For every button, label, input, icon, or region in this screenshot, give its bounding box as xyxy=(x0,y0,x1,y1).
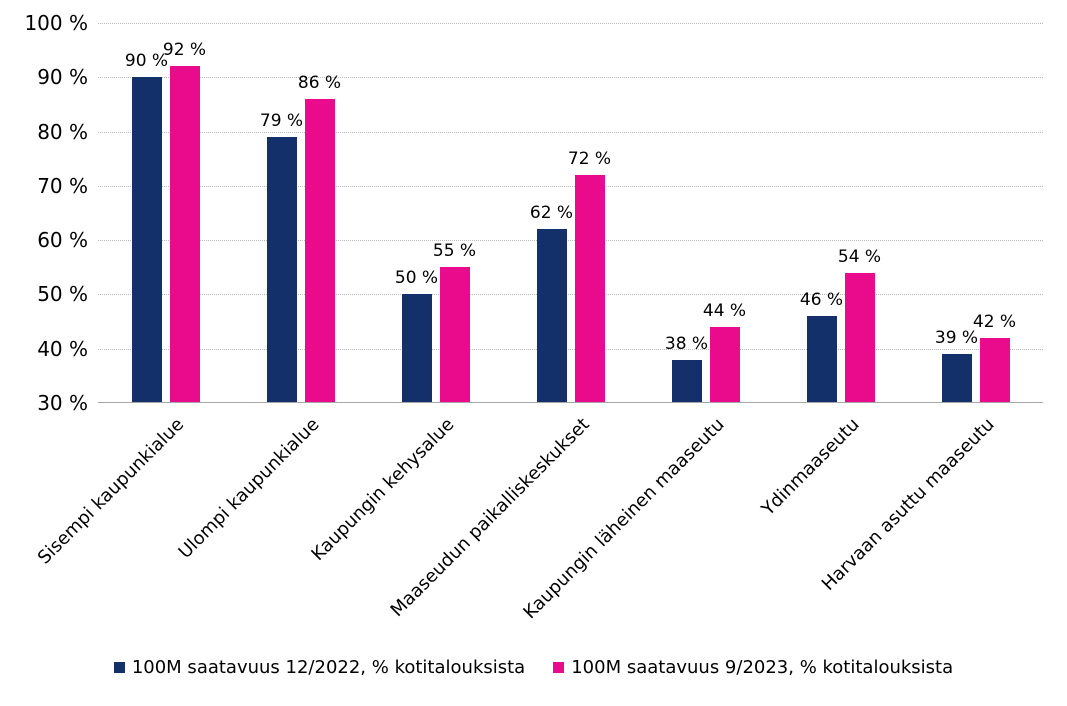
bar-value-label: 38 % xyxy=(664,333,709,354)
legend-swatch xyxy=(113,662,125,673)
bar-value-label: 42 % xyxy=(972,311,1017,332)
gridline xyxy=(98,348,1043,350)
bar-value-label: 86 % xyxy=(297,73,342,93)
bar-series-2: 55 % xyxy=(433,241,476,403)
x-category-label: Kaupungin kehysalue xyxy=(307,414,459,566)
x-axis-line xyxy=(98,402,1043,403)
bar-value-label: 39 % xyxy=(934,328,979,349)
bar-value-label: 55 % xyxy=(432,241,477,262)
x-category-label: Ulompi kaupunkialue xyxy=(174,414,324,563)
legend-item: 100M saatavuus 9/2023, % kotitalouksista xyxy=(553,657,953,678)
y-tick-label: 50 % xyxy=(37,282,88,307)
y-tick-label: 40 % xyxy=(37,336,88,361)
bar-series-2: 86 % xyxy=(298,73,341,403)
legend: 100M saatavuus 12/2022, % kotitalouksist… xyxy=(0,657,1067,678)
bar-series-1: 50 % xyxy=(395,268,438,403)
bar-value-label: 44 % xyxy=(702,301,747,321)
plot-area: 90 % 92 % 79 % 86 % 50 % 55 % 62 % 72 % 38 % 44 %… xyxy=(98,23,1043,403)
bar-group: 38 % 44 % xyxy=(638,23,773,403)
bar-value-label: 72 % xyxy=(567,149,612,169)
bar-series-2: 42 % xyxy=(973,312,1016,403)
bar-value-label: 92 % xyxy=(162,40,207,61)
x-category-label: Sisempi kaupunkialue xyxy=(33,414,189,569)
bar-series-2: 92 % xyxy=(163,40,206,403)
bar-group: 39 % 42 % xyxy=(908,23,1043,403)
bar-series-2: 44 % xyxy=(703,301,746,403)
y-tick-label: 30 % xyxy=(37,391,88,415)
legend-swatch xyxy=(553,662,565,673)
bar-series-1: 39 % xyxy=(935,328,978,403)
y-tick-label: 80 % xyxy=(37,119,88,144)
x-category-label: Ydinmaaseutu xyxy=(757,414,864,520)
bar-value-label: 79 % xyxy=(259,111,304,131)
bar-series-1: 46 % xyxy=(800,290,843,403)
bar-group: 79 % 86 % xyxy=(233,23,368,403)
gridline xyxy=(98,185,1043,187)
y-axis: 100 % 90 % 80 % 70 % 60 % 50 % 40 % 30 % xyxy=(0,11,88,415)
gridline xyxy=(98,131,1043,133)
bar-series-2: 72 % xyxy=(568,149,611,403)
gridline xyxy=(98,23,1043,24)
bar-series-1: 79 % xyxy=(260,111,303,403)
bar-group: 50 % 55 % xyxy=(368,23,503,403)
legend-label: 100M saatavuus 9/2023, % kotitalouksista xyxy=(571,657,954,678)
gridline xyxy=(98,77,1043,79)
gridline xyxy=(98,294,1043,296)
bar-series-1: 38 % xyxy=(665,334,708,403)
legend-label: 100M saatavuus 12/2022, % kotitalouksist… xyxy=(131,657,526,678)
bar-series-2: 54 % xyxy=(838,247,881,403)
bar-value-label: 62 % xyxy=(529,203,574,224)
bar-value-label: 54 % xyxy=(837,246,882,267)
legend-item: 100M saatavuus 12/2022, % kotitalouksist… xyxy=(113,657,526,678)
x-axis-labels: Sisempi kaupunkialue Ulompi kaupunkialue K… xyxy=(34,414,1043,649)
bar-series-1: 90 % xyxy=(125,51,168,403)
y-tick-label: 90 % xyxy=(37,65,88,90)
gridline xyxy=(98,240,1043,242)
y-tick-label: 60 % xyxy=(37,228,88,253)
bar-value-label: 50 % xyxy=(394,268,439,289)
y-tick-label: 70 % xyxy=(37,173,88,198)
bar-group: 46 % 54 % xyxy=(773,23,908,403)
bar-group: 90 % 92 % xyxy=(98,23,233,403)
y-tick-label: 100 % xyxy=(24,11,88,35)
bar-series-1: 62 % xyxy=(530,203,573,403)
bar-value-label: 90 % xyxy=(124,51,169,72)
bar-value-label: 46 % xyxy=(799,290,844,311)
bar-group: 62 % 72 % xyxy=(503,23,638,403)
